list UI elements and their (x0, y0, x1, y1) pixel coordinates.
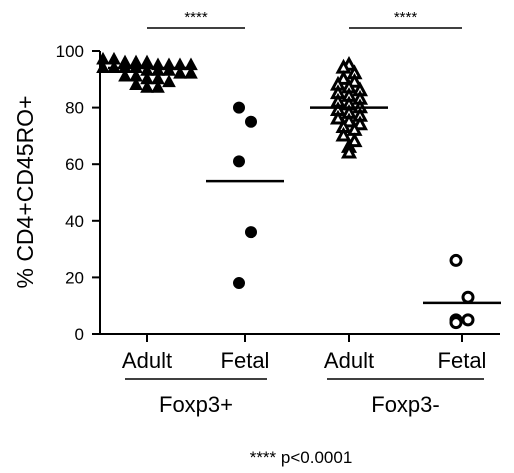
data-point (329, 109, 347, 125)
x-tick-label: Fetal (438, 348, 487, 373)
significance-label: **** (394, 9, 418, 26)
y-tick-label: 100 (56, 42, 84, 61)
mean-lines (108, 66, 501, 305)
data-point (162, 74, 176, 88)
data-point (245, 115, 257, 128)
y-tick-label: 0 (75, 325, 84, 344)
y-tick-label: 40 (65, 212, 84, 231)
footnote: **** p<0.0001 (250, 448, 353, 467)
data-point (335, 126, 352, 142)
data-point (449, 253, 463, 267)
group-label: Foxp3+ (159, 392, 233, 417)
group-label: Foxp3- (371, 392, 439, 417)
group-labels: Foxp3+ Foxp3- (125, 378, 484, 417)
x-tick-label: Adult (324, 348, 374, 373)
data-point (245, 226, 257, 239)
data-point (184, 65, 198, 79)
y-axis: 0 20 40 60 80 100 (56, 42, 101, 344)
y-tick-label: 60 (65, 155, 84, 174)
y-tick-label: 80 (65, 99, 84, 118)
y-axis-label: % CD4+CD45RO+ (12, 95, 38, 288)
significance-markers: **** **** (147, 9, 462, 29)
data-point (173, 65, 187, 79)
x-axis: Adult Fetal Adult Fetal (100, 333, 500, 373)
data-point (233, 277, 245, 290)
data-point (118, 68, 132, 82)
data-point (340, 143, 358, 159)
data-point (140, 80, 154, 93)
x-tick-label: Fetal (221, 348, 270, 373)
data-point (96, 60, 110, 73)
data-point (461, 290, 475, 304)
data-points (96, 51, 475, 330)
data-point (233, 155, 245, 168)
data-point (449, 316, 463, 330)
y-tick-label: 20 (65, 268, 84, 287)
x-tick-label: Adult (122, 348, 172, 373)
x-ticks: Adult Fetal Adult Fetal (122, 334, 487, 373)
data-point (129, 77, 143, 90)
significance-label: **** (184, 9, 208, 26)
y-ticks: 0 20 40 60 80 100 (56, 42, 100, 344)
data-point (151, 80, 165, 93)
data-point (461, 313, 475, 327)
data-point (233, 101, 245, 114)
